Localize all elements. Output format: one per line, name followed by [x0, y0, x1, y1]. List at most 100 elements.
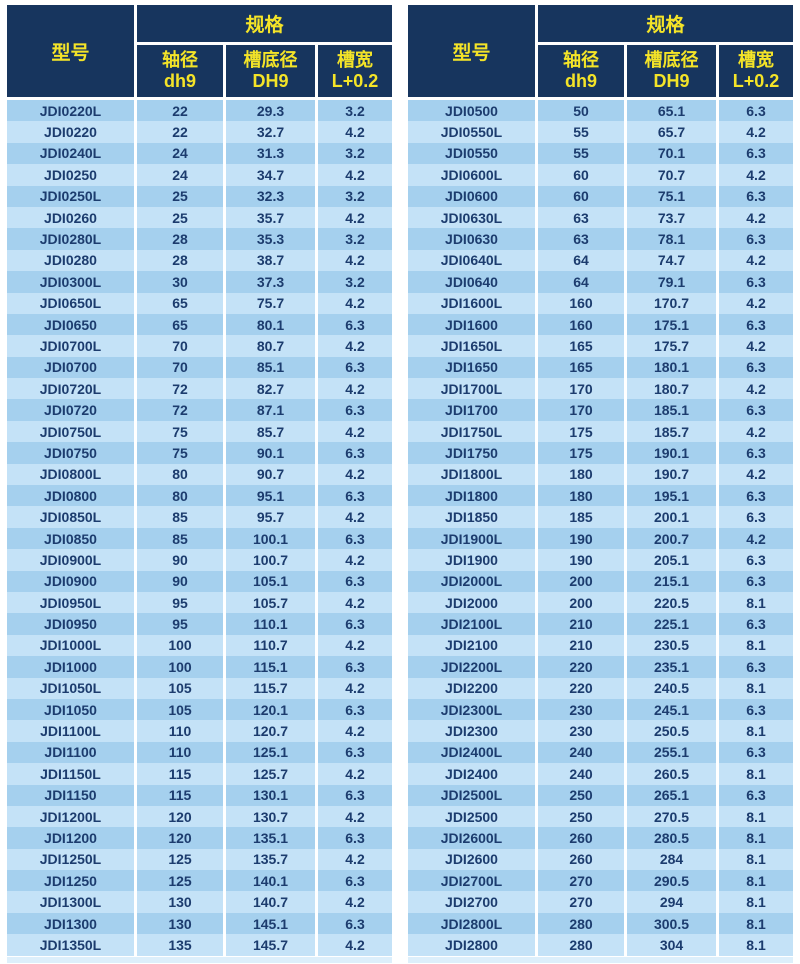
table-row: JDI2800L 280 300.5 8.1 [408, 912, 793, 935]
cell-groove-width: 8.1 [719, 720, 793, 742]
cell-model: JDI0280 [7, 249, 134, 272]
cell-groove-bottom-diameter: 70.7 [627, 164, 716, 186]
cell-model: JDI1300L [7, 891, 134, 913]
cell-groove-bottom-diameter: 105.1 [226, 570, 315, 592]
cell-groove-width: 4.2 [318, 591, 392, 614]
shaft-diameter-symbol: dh9 [163, 71, 196, 91]
cell-groove-bottom-diameter: 75.1 [627, 185, 716, 207]
cell-groove-width: 6.3 [318, 313, 392, 336]
cell-groove-bottom-diameter: 280.5 [627, 827, 716, 849]
cell-groove-width: 6.3 [719, 100, 793, 122]
table-row: JDI0750 75 90.1 6.3 [7, 442, 392, 464]
cell-shaft-diameter: 170 [538, 399, 624, 421]
cell-groove-bottom-diameter: 85.1 [226, 356, 315, 379]
cell-groove-bottom-diameter: 73.7 [627, 206, 716, 229]
cell-shaft-diameter: 30 [137, 271, 223, 293]
cell-groove-bottom-diameter: 32.3 [226, 185, 315, 207]
cell-groove-bottom-diameter: 125.1 [226, 741, 315, 764]
table-row: JDI1200 120 135.1 6.3 [7, 827, 392, 849]
table-row: JDI1300L 130 140.7 4.2 [7, 891, 392, 913]
cell-shaft-diameter: 75 [137, 420, 223, 443]
cell-groove-width: 4.2 [318, 634, 392, 657]
cell-shaft-diameter: 28 [137, 228, 223, 250]
cell-model: JDI1600L [408, 292, 535, 314]
cell-groove-bottom-diameter: 200.1 [627, 506, 716, 528]
cell-shaft-diameter: 120 [137, 827, 223, 849]
cell-groove-width: 6.3 [318, 741, 392, 764]
table-bottom-strip [7, 956, 392, 963]
cell-model: JDI0650L [7, 292, 134, 314]
cell-groove-bottom-diameter: 95.1 [226, 485, 315, 507]
cell-shaft-diameter: 85 [137, 527, 223, 550]
cell-model: JDI2100 [408, 634, 535, 657]
shaft-diameter-label: 轴径 [162, 49, 198, 70]
table-header-right: 型号 规格 轴径 dh9 槽底径 DH9 槽宽 L+0.2 [408, 5, 793, 97]
cell-groove-bottom-diameter: 80.1 [226, 313, 315, 336]
cell-model: JDI2800L [408, 912, 535, 935]
cell-shaft-diameter: 22 [137, 121, 223, 143]
cell-model: JDI1050 [7, 698, 134, 721]
table-row: JDI1250L 125 135.7 4.2 [7, 848, 392, 871]
table-row: JDI0280L 28 35.3 3.2 [7, 228, 392, 250]
groove-bottom-diameter-symbol: DH9 [653, 71, 690, 91]
cell-groove-width: 6.3 [318, 870, 392, 892]
cell-shaft-diameter: 100 [137, 656, 223, 678]
table-row: JDI0720L 72 82.7 4.2 [7, 378, 392, 400]
cell-shaft-diameter: 165 [538, 335, 624, 357]
cell-shaft-diameter: 190 [538, 549, 624, 571]
cell-groove-bottom-diameter: 145.1 [226, 912, 315, 935]
cell-shaft-diameter: 125 [137, 870, 223, 892]
cell-groove-bottom-diameter: 304 [627, 934, 716, 956]
cell-groove-width: 6.3 [318, 784, 392, 806]
cell-shaft-diameter: 25 [137, 185, 223, 207]
cell-model: JDI1300 [7, 912, 134, 935]
cell-groove-bottom-diameter: 225.1 [627, 613, 716, 635]
groove-bottom-diameter-symbol: DH9 [252, 71, 289, 91]
cell-shaft-diameter: 50 [538, 100, 624, 122]
cell-groove-bottom-diameter: 265.1 [627, 784, 716, 806]
cell-groove-bottom-diameter: 100.1 [226, 527, 315, 550]
groove-width-label: 槽宽 [738, 49, 774, 70]
cell-model: JDI2600 [408, 848, 535, 871]
cell-model: JDI0300L [7, 271, 134, 293]
table-row: JDI0630L 63 73.7 4.2 [408, 206, 793, 229]
table-row: JDI1050 105 120.1 6.3 [7, 698, 392, 721]
model-column-header: 型号 [7, 5, 134, 97]
cell-shaft-diameter: 200 [538, 591, 624, 614]
table-row: JDI2300L 230 245.1 6.3 [408, 698, 793, 721]
cell-groove-width: 6.3 [719, 741, 793, 764]
cell-model: JDI1250 [7, 870, 134, 892]
table-row: JDI0250L 25 32.3 3.2 [7, 185, 392, 207]
cell-model: JDI0850 [7, 527, 134, 550]
cell-groove-bottom-diameter: 120.1 [226, 698, 315, 721]
cell-model: JDI0550L [408, 121, 535, 143]
cell-shaft-diameter: 180 [538, 485, 624, 507]
table-row: JDI0750L 75 85.7 4.2 [7, 420, 392, 443]
cell-groove-width: 8.1 [719, 763, 793, 785]
table-row: JDI0700 70 85.1 6.3 [7, 356, 392, 379]
cell-groove-width: 6.3 [318, 527, 392, 550]
cell-groove-bottom-diameter: 255.1 [627, 741, 716, 764]
cell-model: JDI2500L [408, 784, 535, 806]
table-row: JDI2600 260 284 8.1 [408, 848, 793, 871]
table-row: JDI0550L 55 65.7 4.2 [408, 121, 793, 143]
cell-groove-bottom-diameter: 75.7 [226, 292, 315, 314]
cell-model: JDI2700L [408, 870, 535, 892]
table-row: JDI2800 280 304 8.1 [408, 934, 793, 956]
spec-group-header: 规格 [137, 5, 392, 42]
cell-model: JDI1700L [408, 378, 535, 400]
table-row: JDI1900 190 205.1 6.3 [408, 549, 793, 571]
spec-group-header: 规格 [538, 5, 793, 42]
groove-width-label: 槽宽 [337, 49, 373, 70]
cell-shaft-diameter: 125 [137, 848, 223, 871]
cell-groove-width: 4.2 [719, 527, 793, 550]
cell-groove-bottom-diameter: 70.1 [627, 142, 716, 165]
cell-shaft-diameter: 165 [538, 356, 624, 379]
cell-groove-width: 8.1 [719, 912, 793, 935]
table-row: JDI2500 250 270.5 8.1 [408, 805, 793, 828]
table-row: JDI1600 160 175.1 6.3 [408, 313, 793, 336]
groove-bottom-diameter-label: 槽底径 [644, 49, 699, 70]
cell-groove-bottom-diameter: 175.7 [627, 335, 716, 357]
cell-groove-width: 8.1 [719, 677, 793, 699]
cell-model: JDI2300 [408, 720, 535, 742]
